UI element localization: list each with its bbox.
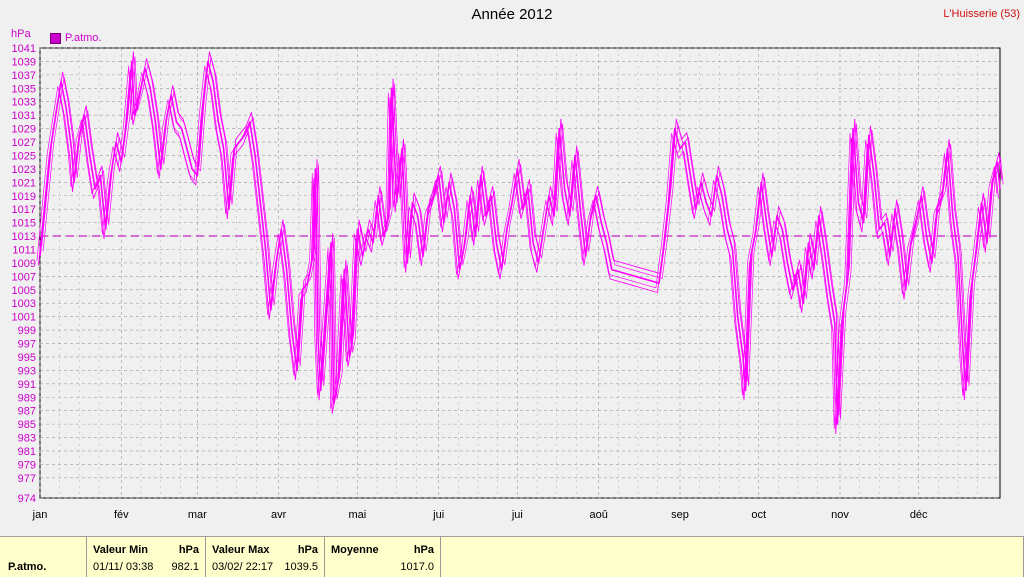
y-tick-label: 1017 xyxy=(12,204,36,216)
y-tick-label: 1027 xyxy=(12,137,36,149)
y-tick-label: 1001 xyxy=(12,312,36,324)
y-tick-label: 1011 xyxy=(12,244,36,256)
min-value: 982.1 xyxy=(171,561,199,573)
y-tick-label: 989 xyxy=(18,392,36,404)
y-tick-label: 1039 xyxy=(12,56,36,68)
y-tick-label: 1037 xyxy=(12,70,36,82)
plot-area xyxy=(39,47,1001,499)
x-tick-label: sep xyxy=(671,509,689,521)
y-tick-label: 987 xyxy=(18,406,36,418)
y-tick-label: 1033 xyxy=(12,97,36,109)
mean-value: 1017.0 xyxy=(400,561,434,573)
x-tick-label: fév xyxy=(114,509,129,521)
stats-empty-cell xyxy=(441,537,1024,577)
y-tick-label: 974 xyxy=(18,493,36,505)
max-value: 1039.5 xyxy=(284,561,318,573)
x-tick-label: aoû xyxy=(590,509,608,521)
stats-max-cell: Valeur Max hPa 03/02/ 22:17 1039.5 xyxy=(206,537,325,577)
y-tick-label: 1003 xyxy=(12,298,36,310)
series-line-pressure-variant xyxy=(37,70,999,434)
y-tick-label: 1041 xyxy=(12,43,36,55)
legend-swatch xyxy=(50,32,61,44)
series-line-pressure-variant xyxy=(42,56,1004,420)
x-tick-label: avr xyxy=(271,509,287,521)
pressure-chart: 9749779799819839859879899919939959979991… xyxy=(12,43,1004,521)
y-tick-label: 977 xyxy=(18,473,36,485)
x-tick-label: mar xyxy=(188,509,207,521)
y-axis-ticks: 9749779799819839859879899919939959979991… xyxy=(12,43,36,505)
min-unit: hPa xyxy=(178,544,199,556)
y-tick-label: 995 xyxy=(18,352,36,364)
max-datetime: 03/02/ 22:17 xyxy=(212,561,274,573)
y-tick-label: 983 xyxy=(18,433,36,445)
y-tick-label: 1009 xyxy=(12,258,36,270)
y-tick-label: 991 xyxy=(18,379,36,391)
y-tick-label: 1025 xyxy=(12,150,36,162)
stats-row-label-cell: P.atmo. xyxy=(0,537,87,577)
min-header: Valeur Min xyxy=(93,544,149,556)
y-tick-label: 1019 xyxy=(12,191,36,203)
x-tick-label: jui xyxy=(432,509,444,521)
y-tick-label: 985 xyxy=(18,419,36,431)
y-tick-label: 999 xyxy=(18,325,36,337)
station-name: L'Huisserie (53) xyxy=(943,8,1020,20)
y-tick-label: 1029 xyxy=(12,124,36,136)
y-tick-label: 997 xyxy=(18,339,36,351)
x-axis-ticks: jan fév mar avr mai jui jui aoû sep oct nov déc xyxy=(32,509,928,521)
y-tick-label: 1021 xyxy=(12,177,36,189)
y-tick-label: 1035 xyxy=(12,83,36,95)
mean-header: Moyenne xyxy=(331,544,379,556)
stats-mean-cell: Moyenne hPa 1017.0 xyxy=(325,537,441,577)
mean-unit: hPa xyxy=(413,544,434,556)
max-unit: hPa xyxy=(297,544,318,556)
y-tick-label: 993 xyxy=(18,365,36,377)
x-tick-label: déc xyxy=(910,509,928,521)
chart-title: Année 2012 xyxy=(471,6,553,23)
stats-row-label: P.atmo. xyxy=(8,561,47,573)
x-tick-label: jui xyxy=(511,509,523,521)
legend: P.atmo. xyxy=(50,32,102,44)
y-tick-label: 1005 xyxy=(12,285,36,297)
stats-footer: P.atmo. Valeur Min hPa 01/11/ 03:38 982.… xyxy=(0,536,1024,577)
max-header: Valeur Max xyxy=(212,544,270,556)
y-tick-label: 1023 xyxy=(12,164,36,176)
x-tick-label: mai xyxy=(349,509,367,521)
x-tick-label: nov xyxy=(831,509,849,521)
y-axis-unit: hPa xyxy=(11,28,31,40)
y-tick-label: 1031 xyxy=(12,110,36,122)
x-tick-label: oct xyxy=(751,509,766,521)
x-tick-label: jan xyxy=(32,509,48,521)
legend-label: P.atmo. xyxy=(65,32,102,44)
y-tick-label: 979 xyxy=(18,459,36,471)
y-tick-label: 981 xyxy=(18,446,36,458)
stats-min-cell: Valeur Min hPa 01/11/ 03:38 982.1 xyxy=(87,537,206,577)
y-tick-label: 1007 xyxy=(12,271,36,283)
y-tick-label: 1015 xyxy=(12,218,36,230)
min-datetime: 01/11/ 03:38 xyxy=(93,561,154,573)
series-group xyxy=(36,51,1004,434)
y-tick-label: 1013 xyxy=(12,231,36,243)
series-line-pressure-variant xyxy=(36,65,998,430)
